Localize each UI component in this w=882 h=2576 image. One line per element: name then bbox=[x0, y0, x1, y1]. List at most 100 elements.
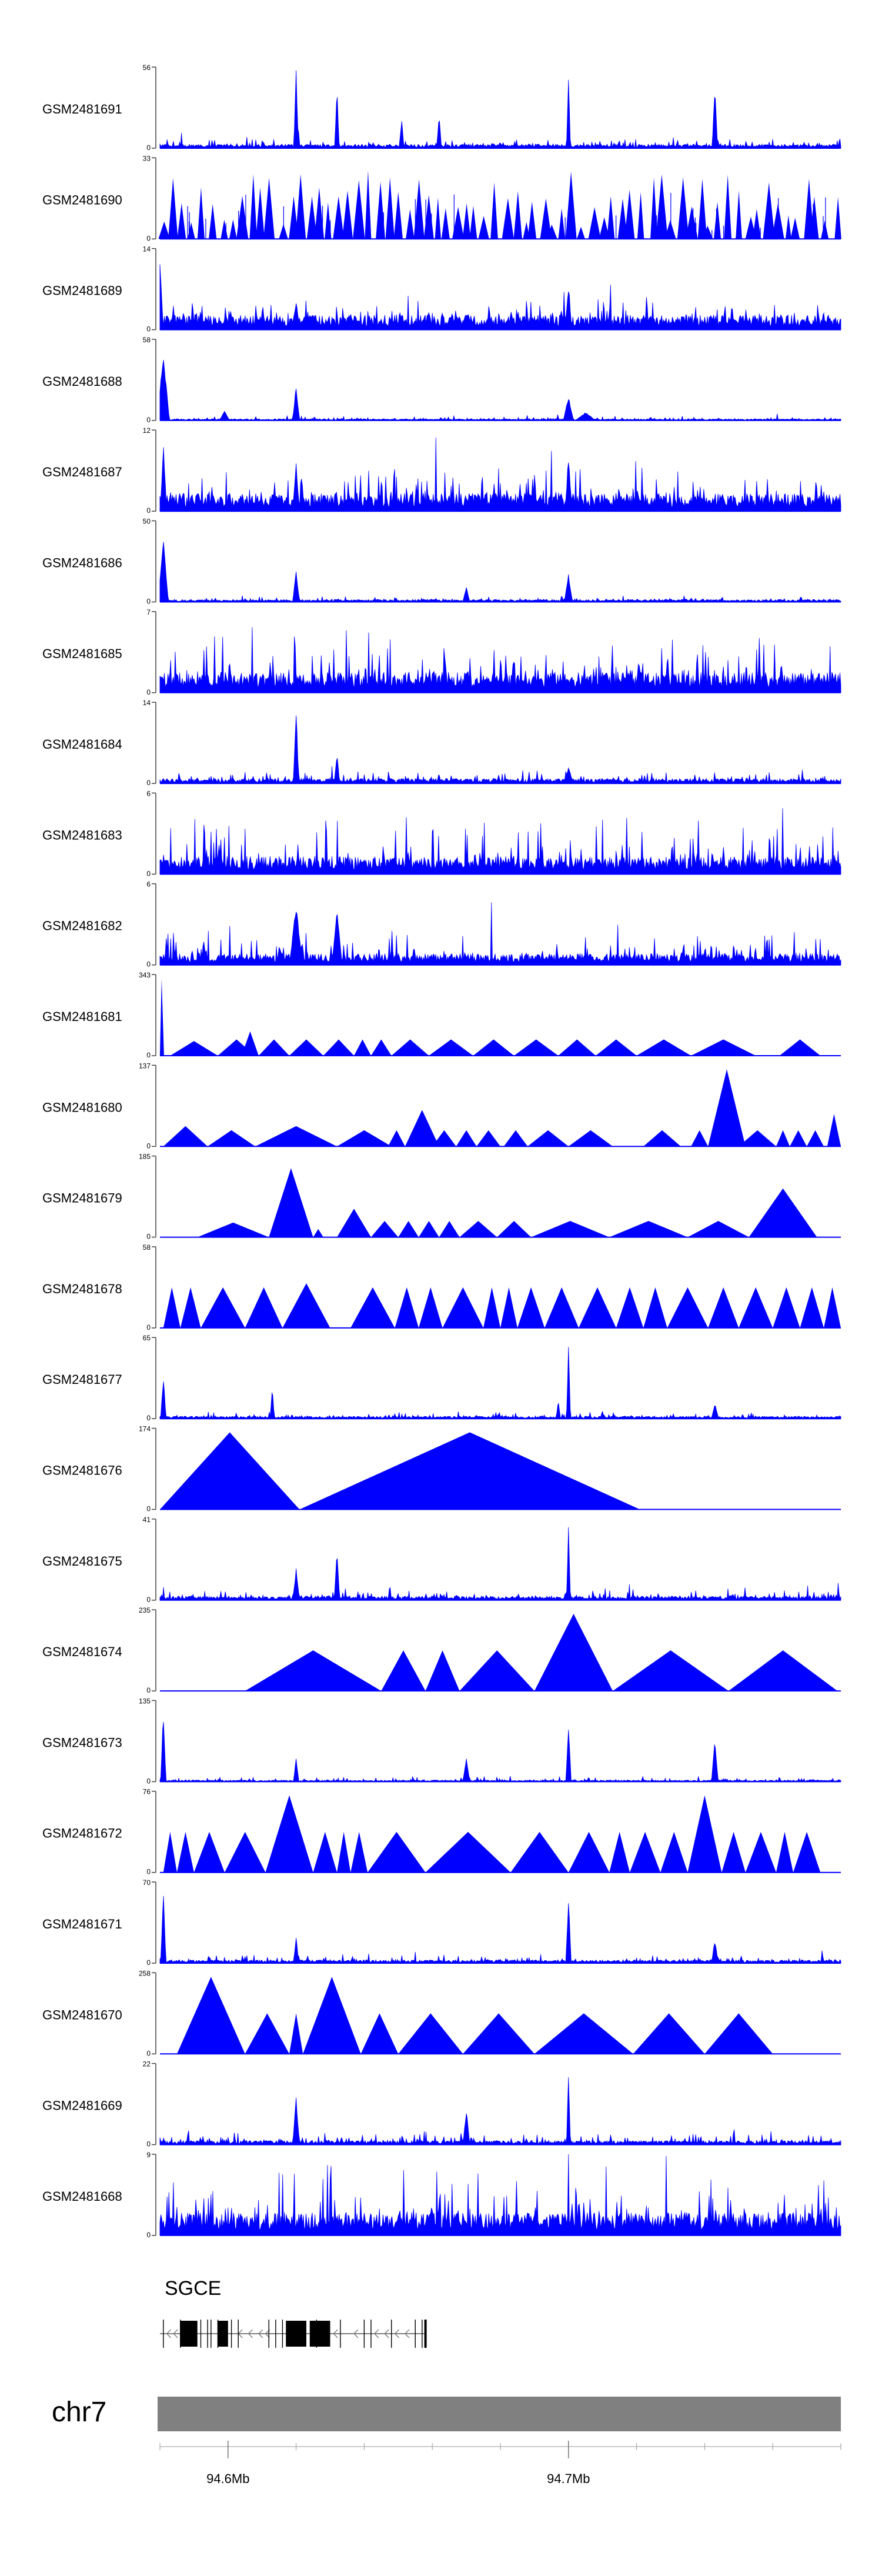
coverage-spike bbox=[385, 177, 395, 239]
track-GSM2481673: GSM2481673 135 0 bbox=[42, 1697, 841, 1785]
track-GSM2481669: GSM2481669 22 0 bbox=[42, 2060, 841, 2148]
gene-track: SGCE bbox=[160, 2277, 427, 2348]
genome-axis: 94.6Mb 94.7Mb bbox=[159, 2441, 841, 2486]
track-ymin-label: 0 bbox=[146, 779, 151, 787]
coverage-spike bbox=[624, 189, 635, 239]
gene-exon-block bbox=[180, 2321, 198, 2347]
coverage-spike bbox=[540, 198, 552, 239]
coverage-triangle bbox=[354, 1039, 371, 1056]
coverage-triangle bbox=[531, 1221, 610, 1237]
coverage-spike bbox=[452, 206, 465, 239]
coverage-spike bbox=[724, 175, 732, 239]
coverage-spike bbox=[527, 201, 537, 239]
coverage-triangle bbox=[643, 1130, 681, 1147]
gene-exon-block bbox=[218, 2321, 228, 2347]
track-ymax-label: 56 bbox=[143, 64, 151, 72]
coverage-triangle bbox=[391, 1039, 429, 1056]
coverage-spike bbox=[289, 196, 299, 239]
coverage-triangle bbox=[497, 1221, 532, 1237]
coverage-triangle bbox=[790, 1130, 807, 1147]
coverage-triangle bbox=[745, 1831, 776, 1873]
coverage-triangle bbox=[370, 1221, 399, 1237]
coverage-triangle bbox=[459, 1221, 497, 1237]
track-ymax-label: 174 bbox=[139, 1425, 151, 1433]
coverage-triangle bbox=[439, 1221, 460, 1237]
track-label: GSM2481686 bbox=[42, 556, 122, 570]
coverage-spike bbox=[249, 174, 258, 239]
coverage-triangle bbox=[350, 1287, 395, 1328]
track-ymax-label: 6 bbox=[146, 880, 151, 889]
coverage-signal bbox=[159, 70, 841, 149]
coverage-triangle bbox=[708, 1069, 746, 1147]
coverage-triangle bbox=[776, 1831, 793, 1873]
coverage-spike bbox=[617, 198, 628, 239]
coverage-triangle bbox=[704, 2013, 773, 2054]
track-label: GSM2481691 bbox=[42, 102, 122, 116]
coverage-triangle bbox=[442, 1287, 484, 1328]
track-ymin-label: 0 bbox=[146, 1868, 151, 1876]
coverage-triangle bbox=[299, 1432, 640, 1510]
coverage-triangle bbox=[163, 1287, 181, 1328]
track-ymax-label: 76 bbox=[143, 1788, 151, 1796]
gene-strand-arrow bbox=[248, 2329, 253, 2338]
track-ymax-label: 12 bbox=[143, 426, 151, 435]
coverage-triangle bbox=[721, 1831, 746, 1873]
coverage-spike bbox=[771, 203, 784, 239]
coverage-spike bbox=[697, 179, 707, 239]
coverage-spike bbox=[263, 178, 275, 239]
gene-label: SGCE bbox=[165, 2277, 221, 2300]
coverage-spike bbox=[365, 170, 372, 239]
gene-strand-arrow bbox=[373, 2329, 379, 2338]
gene-model bbox=[160, 2320, 427, 2348]
track-ymin-label: 0 bbox=[146, 506, 151, 515]
coverage-triangle bbox=[425, 1831, 511, 1873]
coverage-triangle bbox=[163, 1126, 208, 1147]
coverage-signal bbox=[159, 1527, 841, 1601]
coverage-triangle bbox=[245, 2013, 290, 2054]
track-ymin-label: 0 bbox=[146, 1958, 151, 1967]
track-GSM2481685: GSM2481685 7 0 bbox=[42, 608, 841, 696]
track-GSM2481684: GSM2481684 14 0 bbox=[42, 699, 841, 787]
coverage-spike bbox=[763, 182, 775, 239]
coverage-spike bbox=[168, 178, 178, 239]
coverage-spike bbox=[650, 177, 658, 239]
track-label: GSM2481672 bbox=[42, 1826, 122, 1841]
coverage-triangle bbox=[255, 1126, 338, 1147]
track-GSM2481674: GSM2481674 235 0 bbox=[42, 1606, 841, 1694]
coverage-triangle bbox=[282, 1283, 330, 1328]
coverage-triangle bbox=[432, 1130, 456, 1147]
coverage-triangle bbox=[630, 1831, 661, 1873]
coverage-spike bbox=[656, 174, 668, 239]
track-ymax-label: 33 bbox=[143, 154, 151, 162]
track-ymin-label: 0 bbox=[146, 1233, 151, 1241]
coverage-signal bbox=[159, 2154, 841, 2236]
track-ymin-label: 0 bbox=[146, 144, 151, 152]
coverage-triangle bbox=[483, 1287, 500, 1328]
track-ymax-label: 41 bbox=[143, 1516, 151, 1524]
coverage-spike bbox=[637, 192, 644, 239]
track-GSM2481686: GSM2481686 50 0 bbox=[42, 518, 841, 606]
coverage-triangle bbox=[241, 1031, 259, 1056]
coverage-triangle bbox=[827, 1114, 841, 1147]
gene-strand-arrow bbox=[384, 2329, 389, 2338]
coverage-triangle bbox=[370, 1039, 392, 1056]
track-GSM2481677: GSM2481677 65 0 bbox=[42, 1334, 841, 1422]
coverage-triangle bbox=[405, 1110, 439, 1147]
coverage-triangle bbox=[616, 1287, 644, 1328]
coverage-spike bbox=[295, 174, 306, 239]
gene-strand-arrow bbox=[353, 2329, 359, 2338]
coverage-triangle bbox=[163, 1831, 177, 1873]
track-ymax-label: 14 bbox=[143, 245, 151, 253]
track-GSM2481687: GSM2481687 12 0 bbox=[42, 426, 841, 515]
track-ymax-label: 22 bbox=[143, 2060, 151, 2068]
coverage-spike bbox=[478, 216, 489, 239]
coverage-triangle bbox=[289, 1039, 323, 1056]
track-ymin-label: 0 bbox=[146, 234, 151, 242]
track-GSM2481676: GSM2481676 174 0 bbox=[42, 1425, 841, 1513]
track-GSM2481682: GSM2481682 6 0 bbox=[42, 880, 841, 969]
track-ymin-label: 0 bbox=[146, 960, 151, 969]
track-label: GSM2481682 bbox=[42, 919, 122, 933]
coverage-triangle bbox=[534, 2013, 633, 2054]
track-ymax-label: 14 bbox=[143, 699, 151, 707]
